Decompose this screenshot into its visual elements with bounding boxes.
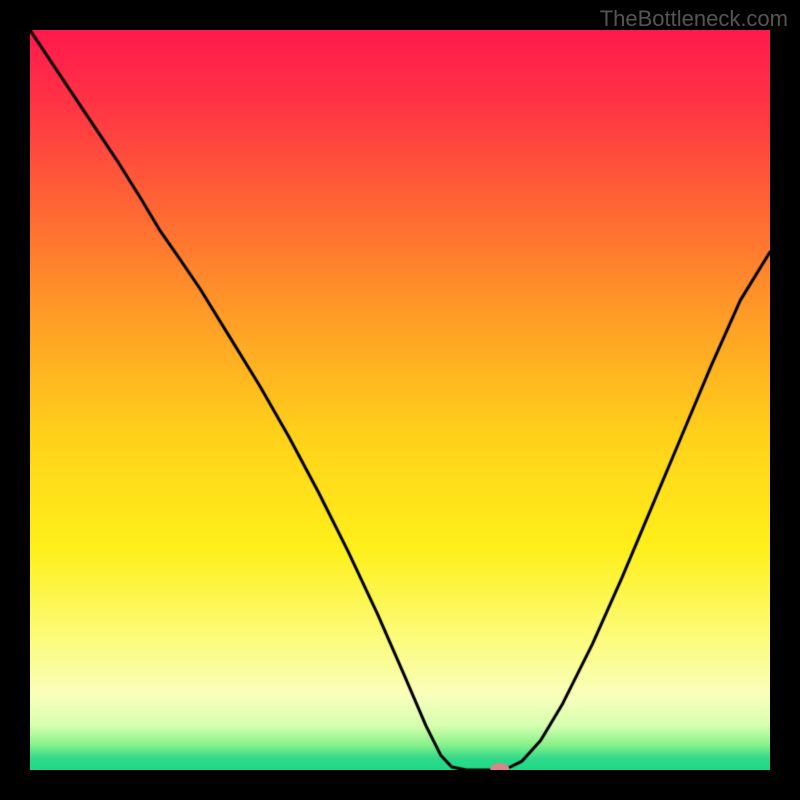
- watermark-text: TheBottleneck.com: [600, 6, 788, 32]
- chart-canvas: [30, 30, 770, 770]
- chart-plot-area: [30, 30, 770, 770]
